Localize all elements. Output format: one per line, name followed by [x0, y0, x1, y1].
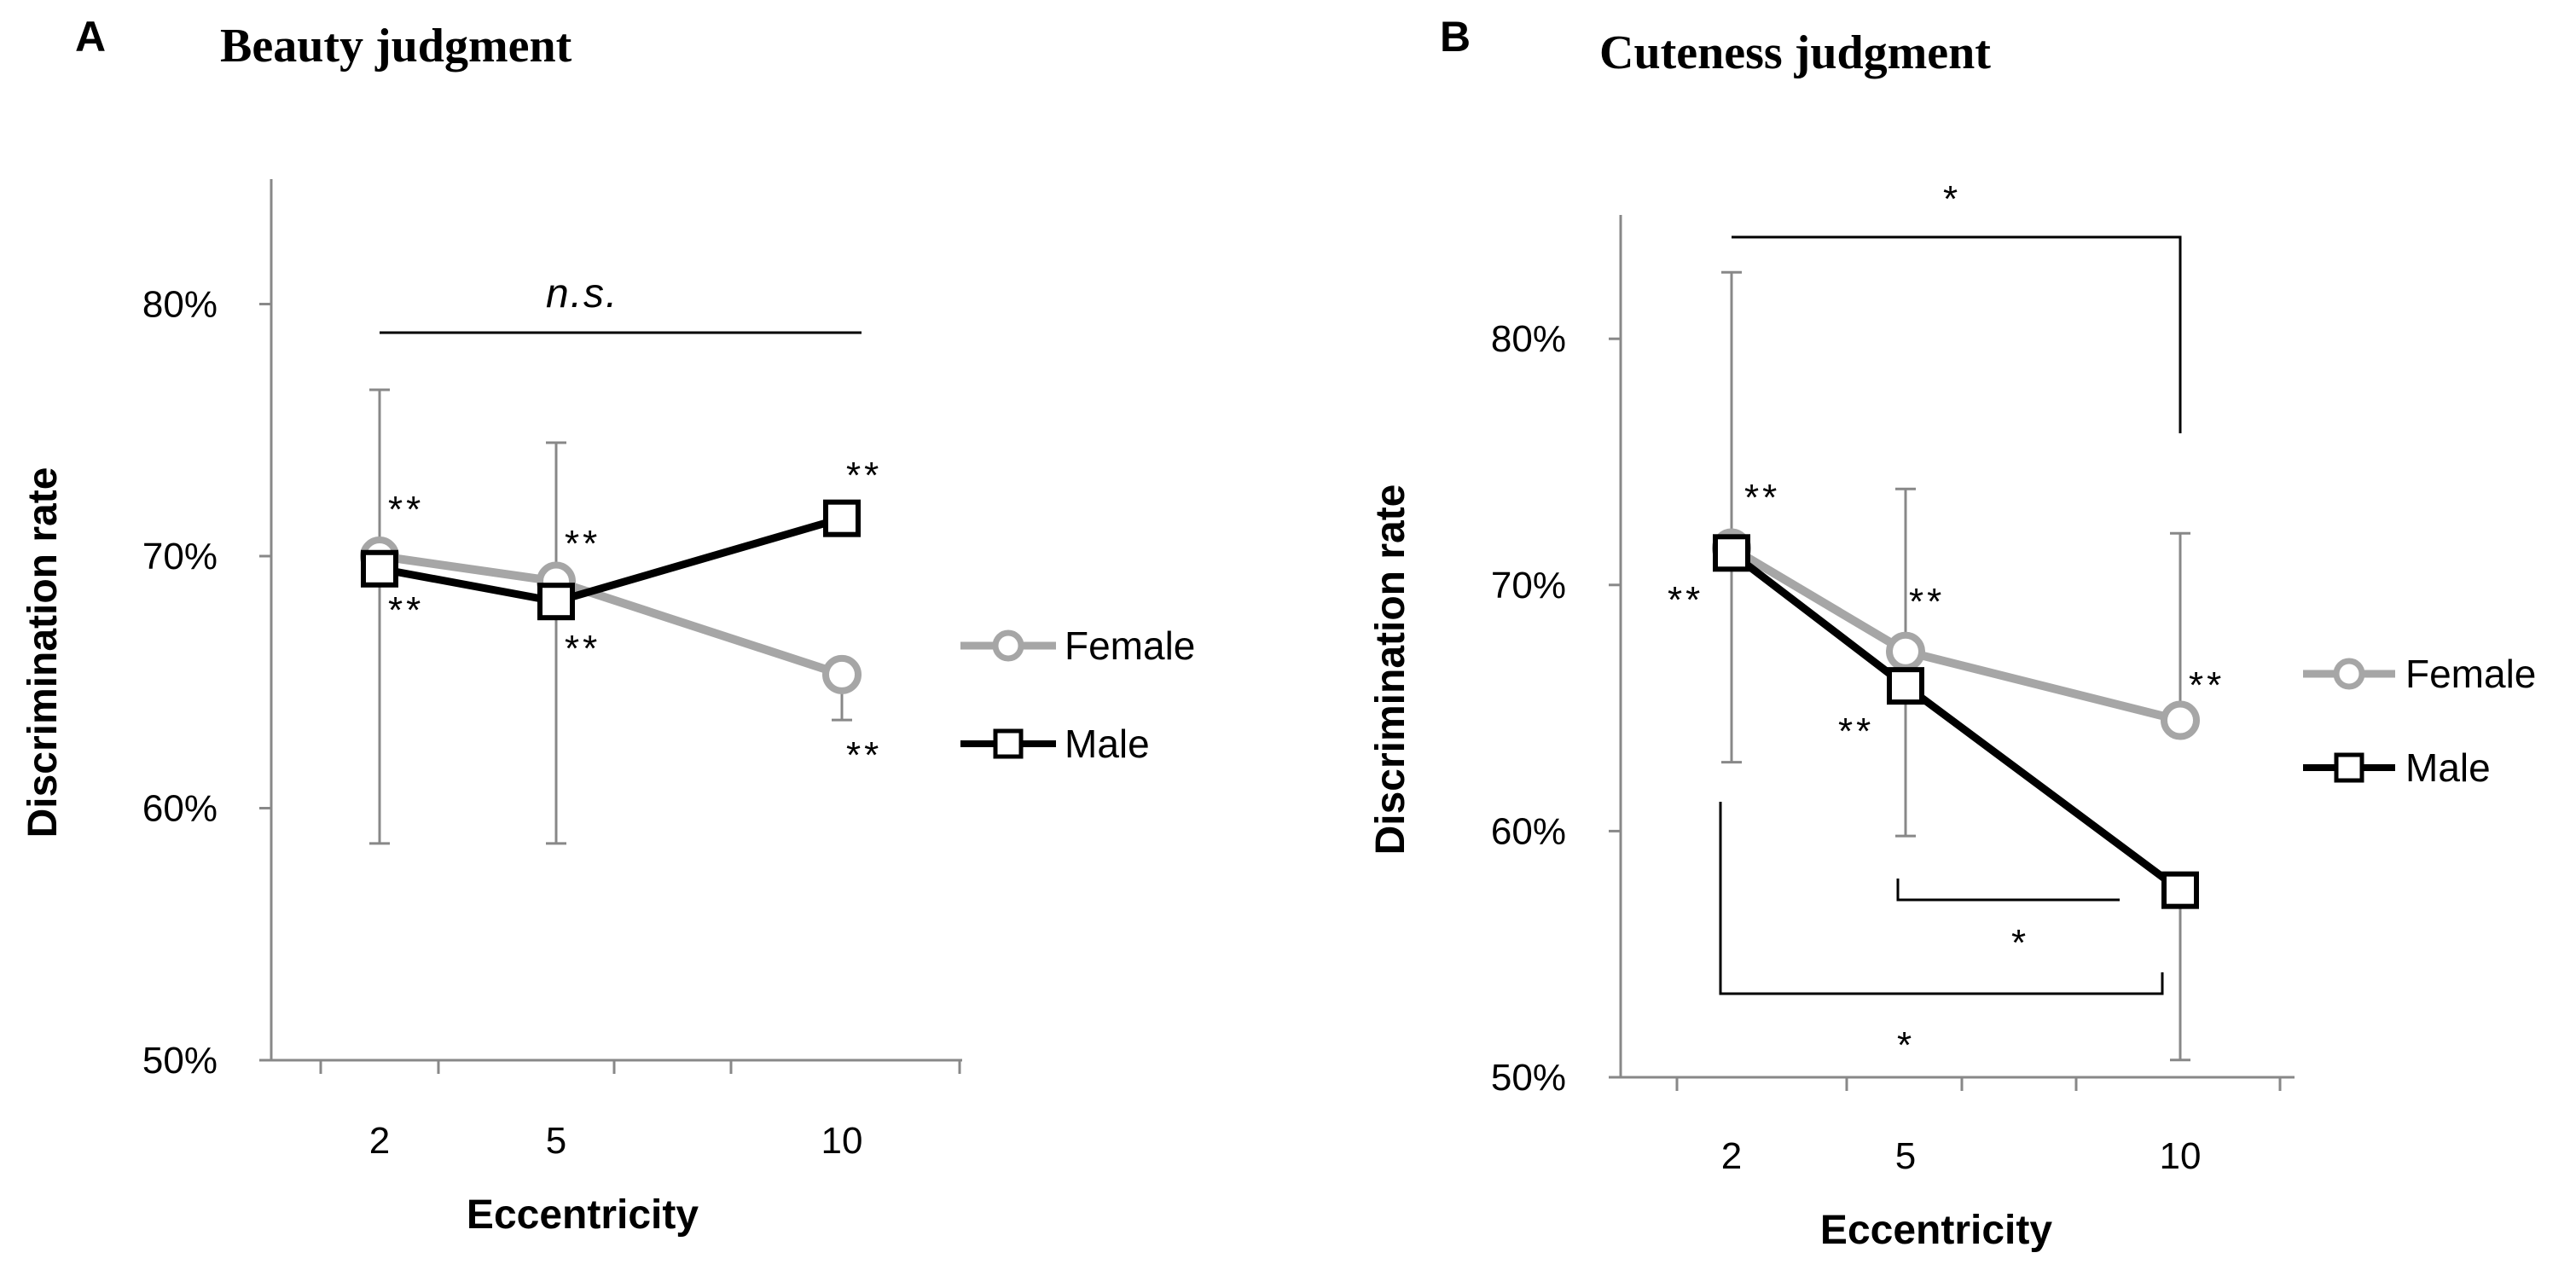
comparison-bracket — [1719, 802, 2164, 995]
comparison-label: n.s. — [546, 271, 618, 316]
legend-marker — [2334, 752, 2364, 783]
x-tick-label: 2 — [1721, 1135, 1742, 1177]
panel-a: A Beauty judgment 50% 60% 70% 80% 2 5 10 Eccentri… — [20, 13, 1195, 1238]
x-axis-label: Eccentricity — [1820, 1208, 2052, 1253]
legend-label: Female — [2405, 652, 2536, 696]
y-tick-label: 80% — [142, 284, 218, 326]
significance-label: ** — [388, 489, 424, 531]
marker-male — [1713, 534, 1750, 572]
y-axis-label: Discrimination rate — [20, 467, 66, 838]
marker-male — [2161, 871, 2199, 909]
legend-label: Female — [1065, 624, 1195, 668]
series-line-male — [1729, 549, 2183, 894]
legend-marker — [2333, 658, 2365, 690]
comparison-label: * — [1897, 1024, 1915, 1066]
legend-marker — [993, 728, 1024, 759]
y-tick-label: 60% — [142, 788, 218, 830]
series-line-female — [379, 552, 844, 679]
series-line-male — [379, 514, 844, 606]
x-tick-label: 10 — [821, 1120, 863, 1162]
panel-letter: B — [1440, 13, 1471, 61]
panel-letter: A — [75, 13, 106, 61]
marker-male — [537, 583, 575, 621]
significance-label: ** — [565, 628, 600, 670]
comparison-label: * — [2011, 922, 2029, 964]
y-tick-label: 50% — [142, 1040, 218, 1082]
x-tick-label: 5 — [1895, 1135, 1916, 1177]
x-tick-label: 5 — [546, 1120, 566, 1162]
y-tick-label: 60% — [1491, 810, 1566, 852]
marker-female — [2161, 700, 2200, 740]
significance-label: ** — [565, 523, 600, 565]
y-tick-label: 80% — [1491, 318, 1566, 360]
marker-female — [822, 654, 862, 694]
comparison-label: * — [1943, 178, 1961, 220]
significance-label: ** — [388, 589, 424, 631]
chart-title: Cuteness judgment — [1599, 26, 1991, 79]
x-tick-label: 10 — [2160, 1135, 2202, 1177]
y-axis-label: Discrimination rate — [1368, 484, 1413, 856]
marker-male — [1887, 667, 1924, 705]
legend-label: Male — [1065, 722, 1150, 766]
comparison-bracket — [1896, 879, 2120, 902]
significance-label: ** — [1744, 477, 1780, 519]
x-tick-label: 2 — [369, 1120, 390, 1162]
chart-title: Beauty judgment — [220, 20, 572, 72]
significance-label: ** — [1668, 579, 1703, 621]
series-line-female — [1729, 544, 2182, 725]
legend-marker — [992, 629, 1024, 662]
y-tick-label: 50% — [1491, 1057, 1566, 1099]
significance-label: ** — [1909, 581, 1945, 623]
legend-label: Male — [2405, 745, 2491, 790]
significance-label: ** — [846, 734, 882, 776]
y-tick-label: 70% — [1491, 565, 1566, 606]
significance-label: ** — [1838, 710, 1874, 752]
marker-female — [1886, 631, 1925, 671]
comparison-bracket — [1732, 235, 2182, 433]
significance-label: ** — [846, 455, 882, 496]
marker-male — [361, 549, 398, 588]
panel-b: B Cuteness judgment 50% 60% 70% 80% 2 5 10 Eccent… — [1368, 13, 2536, 1253]
marker-male — [823, 499, 861, 537]
x-axis-label: Eccentricity — [467, 1192, 699, 1238]
significance-label: ** — [2189, 664, 2225, 706]
y-tick-label: 70% — [142, 536, 218, 577]
